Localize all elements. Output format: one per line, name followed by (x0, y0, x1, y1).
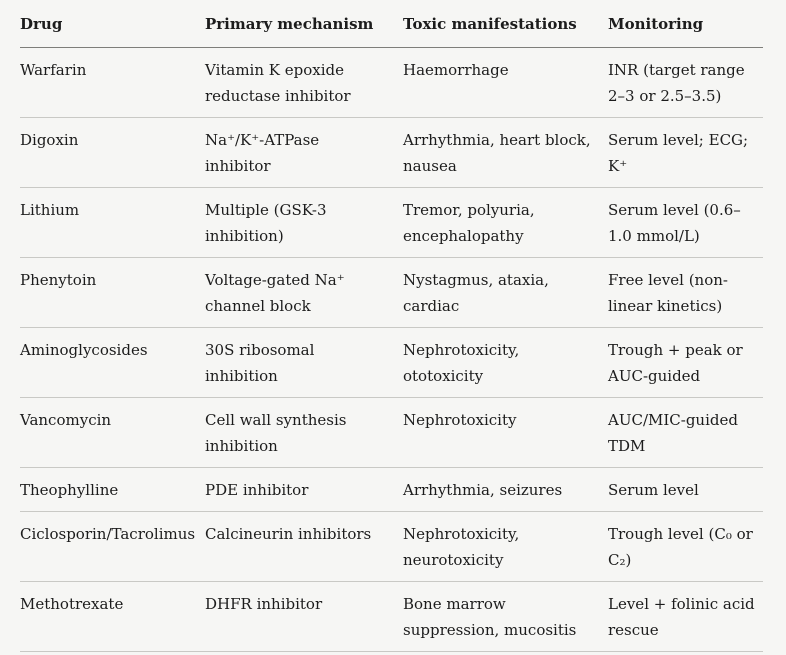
cell-toxic: Nephrotoxicity (403, 397, 608, 468)
cell-toxic: Arrhythmia, seizures (403, 467, 608, 512)
cell-mechanism: Vitamin K epoxide reductase inhibitor (205, 47, 403, 118)
cell-drug: Ciclosporin/Tacrolimus (20, 511, 205, 582)
cell-drug: Methotrexate (20, 581, 205, 652)
drug-monitoring-table: Drug Primary mechanism Toxic manifestati… (20, 0, 763, 652)
cell-toxic: Bone marrow suppression, mucositis (403, 581, 608, 652)
cell-toxic: Tremor, polyuria, encephalopathy (403, 187, 608, 258)
cell-toxic: Nephrotoxicity, neurotoxicity (403, 511, 608, 582)
cell-mechanism: Multiple (GSK-3 inhibition) (205, 187, 403, 258)
cell-mechanism: Calcineurin inhibitors (205, 511, 403, 582)
table-row: Methotrexate DHFR inhibitor Bone marrow … (20, 581, 763, 652)
cell-drug: Warfarin (20, 47, 205, 118)
cell-toxic: Nystagmus, ataxia, cardiac (403, 257, 608, 328)
table-row: Ciclosporin/Tacrolimus Calcineurin inhib… (20, 511, 763, 582)
cell-drug: Digoxin (20, 117, 205, 188)
cell-monitoring: Free level (non-linear kinetics) (608, 257, 763, 328)
cell-mechanism: Cell wall synthesis inhibition (205, 397, 403, 468)
table-row: Vancomycin Cell wall synthesis inhibitio… (20, 397, 763, 468)
cell-monitoring: Serum level; ECG; K⁺ (608, 117, 763, 188)
table-header-row: Drug Primary mechanism Toxic manifestati… (20, 0, 763, 48)
table-row: Theophylline PDE inhibitor Arrhythmia, s… (20, 467, 763, 512)
cell-monitoring: Level + folinic acid rescue (608, 581, 763, 652)
cell-monitoring: Serum level (608, 467, 763, 512)
cell-drug: Aminoglycosides (20, 327, 205, 398)
column-header-drug: Drug (20, 0, 205, 48)
cell-mechanism: DHFR inhibitor (205, 581, 403, 652)
cell-toxic: Arrhythmia, heart block, nausea (403, 117, 608, 188)
table-row: Lithium Multiple (GSK-3 inhibition) Trem… (20, 187, 763, 258)
cell-monitoring: Trough + peak or AUC-guided (608, 327, 763, 398)
table-row: Phenytoin Voltage-gated Na⁺ channel bloc… (20, 257, 763, 328)
cell-toxic: Haemorrhage (403, 47, 608, 118)
cell-drug: Lithium (20, 187, 205, 258)
cell-monitoring: Trough level (C₀ or C₂) (608, 511, 763, 582)
cell-drug: Phenytoin (20, 257, 205, 328)
cell-monitoring: INR (target range 2–3 or 2.5–3.5) (608, 47, 763, 118)
column-header-monitoring: Monitoring (608, 0, 763, 48)
cell-drug: Vancomycin (20, 397, 205, 468)
cell-monitoring: AUC/MIC-guided TDM (608, 397, 763, 468)
cell-mechanism: Na⁺/K⁺-ATPase inhibitor (205, 117, 403, 188)
table-row: Aminoglycosides 30S ribosomal inhibition… (20, 327, 763, 398)
cell-toxic: Nephrotoxicity, ototoxicity (403, 327, 608, 398)
cell-drug: Theophylline (20, 467, 205, 512)
column-header-toxic-manifestations: Toxic manifestations (403, 0, 608, 48)
table-row: Warfarin Vitamin K epoxide reductase inh… (20, 47, 763, 118)
table-row: Digoxin Na⁺/K⁺-ATPase inhibitor Arrhythm… (20, 117, 763, 188)
cell-mechanism: Voltage-gated Na⁺ channel block (205, 257, 403, 328)
column-header-primary-mechanism: Primary mechanism (205, 0, 403, 48)
cell-mechanism: PDE inhibitor (205, 467, 403, 512)
cell-mechanism: 30S ribosomal inhibition (205, 327, 403, 398)
cell-monitoring: Serum level (0.6–1.0 mmol/L) (608, 187, 763, 258)
